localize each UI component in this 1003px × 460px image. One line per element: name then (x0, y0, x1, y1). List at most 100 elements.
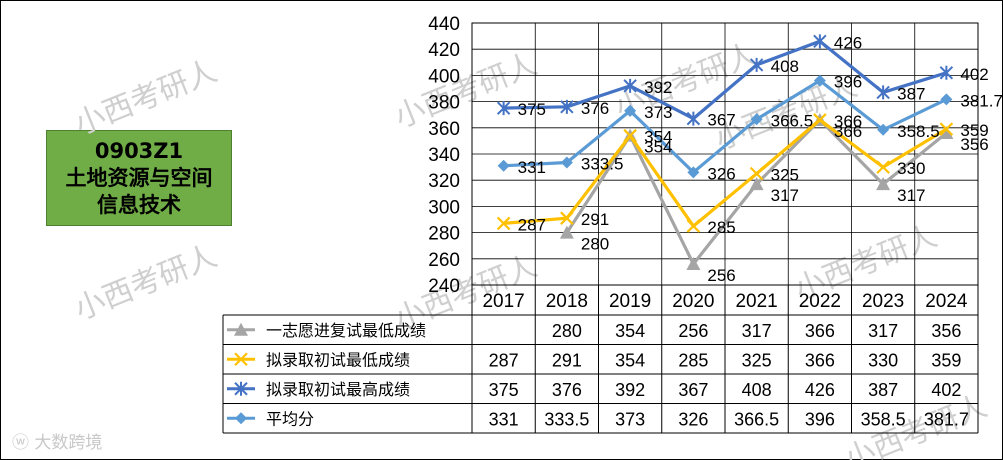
data-label-1-3: 285 (707, 218, 735, 237)
y-tick-320: 320 (428, 171, 460, 192)
x-tick-2023: 2023 (862, 291, 904, 312)
point-3-0 (497, 159, 510, 172)
data-label-0-2: 354 (644, 138, 672, 157)
table-cell-2-4: 408 (742, 380, 772, 400)
legend-label-2: 拟录取初试最高成绩 (266, 380, 410, 399)
legend-marker-0 (234, 322, 248, 336)
data-label-0-3: 256 (707, 266, 735, 285)
point-1-3 (686, 219, 701, 233)
data-label-1-1: 291 (581, 210, 609, 229)
data-label-3-1: 333.5 (581, 155, 624, 174)
point-1-0 (496, 216, 511, 231)
data-label-3-3: 326 (707, 164, 735, 183)
legend-label-0: 一志愿进复试最低成绩 (266, 321, 426, 340)
point-1-7 (939, 122, 954, 136)
data-label-0-4: 317 (771, 186, 799, 205)
point-3-3 (687, 166, 700, 179)
y-tick-400: 400 (428, 66, 460, 87)
data-label-0-7: 356 (960, 135, 988, 154)
table-cell-0-4: 317 (742, 321, 772, 341)
table-cell-2-5: 426 (805, 380, 835, 400)
data-label-1-6: 330 (897, 159, 925, 178)
x-tick-2018: 2018 (546, 291, 588, 312)
data-label-2-1: 376 (581, 99, 609, 118)
point-2-1 (560, 99, 574, 114)
point-0-6 (876, 177, 891, 191)
legend-label-1: 拟录取初试最低成绩 (266, 350, 410, 369)
watermark-text-3: 小西考研人 (70, 239, 222, 328)
legend-marker-1 (234, 352, 248, 367)
data-label-2-4: 408 (771, 57, 799, 76)
point-1-4 (749, 166, 764, 181)
data-label-1-7: 359 (960, 121, 988, 140)
table-cell-2-2: 392 (615, 380, 645, 400)
table-cell-1-2: 354 (615, 350, 645, 370)
x-tick-2017: 2017 (482, 291, 524, 312)
x-tick-2022: 2022 (799, 291, 841, 312)
point-3-1 (560, 156, 573, 169)
y-tick-240: 240 (428, 276, 460, 297)
data-label-3-4: 366.5 (771, 111, 814, 130)
table-cell-1-7: 359 (931, 350, 961, 370)
table-cell-3-4: 366.5 (734, 409, 779, 429)
y-tick-340: 340 (428, 145, 460, 166)
point-2-5 (813, 34, 827, 49)
y-tick-260: 260 (428, 250, 460, 271)
series-line-3 (503, 79, 948, 174)
data-label-3-7: 381.7 (960, 91, 1003, 110)
table-cell-0-7: 356 (931, 321, 961, 341)
table-cell-0-3: 256 (678, 321, 708, 341)
point-2-6 (876, 85, 890, 100)
table-cell-2-6: 387 (868, 380, 898, 400)
data-label-2-3: 367 (707, 111, 735, 130)
table-cell-0-6: 317 (868, 321, 898, 341)
source-watermark-text: 大数跨境 (34, 433, 103, 453)
data-table: 2017 2018 2019 2020 2021 2022 2023 2024 一志愿进复试最低… (222, 285, 979, 434)
point-3-2 (624, 104, 637, 117)
point-3-4 (750, 113, 763, 126)
watermark-text-1: 小西考研人 (390, 47, 542, 136)
x-tick-2024: 2024 (925, 291, 968, 312)
table-cell-2-1: 376 (552, 380, 582, 400)
point-0-4 (749, 177, 764, 191)
point-3-5 (813, 74, 826, 87)
table-cell-3-3: 326 (678, 409, 708, 429)
table-cell-1-1: 291 (552, 350, 582, 370)
major-code: 0903Z1 (94, 138, 184, 163)
table-cell-3-0: 331 (489, 409, 519, 429)
data-label-2-2: 392 (644, 78, 672, 97)
point-2-3 (686, 111, 701, 126)
table-cell-1-4: 325 (742, 350, 772, 370)
data-label-0-5: 366 (834, 122, 862, 141)
table-cell-1-5: 366 (805, 350, 835, 370)
y-axis-ticks: 240 260 280 300 320 340 360 380 400 420 440 (428, 14, 460, 297)
data-labels: 280 354 256 317 366 317 356 287 291 354 285 325 366 3… (518, 33, 1003, 285)
y-tick-280: 280 (428, 224, 460, 245)
series-lines (496, 34, 954, 271)
table-cell-0-5: 366 (805, 321, 835, 341)
point-0-7 (939, 126, 954, 140)
table-cell-3-2: 373 (615, 409, 645, 429)
table-cell-2-0: 375 (489, 380, 519, 400)
data-label-3-0: 331 (518, 158, 546, 177)
gridlines (471, 22, 979, 286)
point-2-2 (623, 78, 637, 93)
watermark-text-0: 小西考研人 (70, 54, 222, 143)
point-2-4 (749, 57, 764, 72)
point-1-1 (560, 211, 574, 225)
y-tick-420: 420 (428, 40, 460, 61)
y-tick-380: 380 (428, 93, 460, 114)
data-label-1-4: 325 (771, 166, 799, 185)
point-3-7 (940, 93, 953, 106)
data-label-3-2: 373 (644, 103, 672, 122)
series-line-1 (503, 118, 948, 228)
table-cell-2-3: 367 (678, 380, 708, 400)
x-tick-2020: 2020 (672, 291, 714, 312)
data-label-1-0: 287 (518, 215, 546, 234)
data-label-0-6: 317 (897, 186, 925, 205)
legend-label-3: 平均分 (266, 409, 314, 428)
data-label-3-5: 396 (834, 73, 862, 92)
y-tick-440: 440 (428, 14, 460, 35)
data-label-1-2: 354 (644, 128, 672, 147)
